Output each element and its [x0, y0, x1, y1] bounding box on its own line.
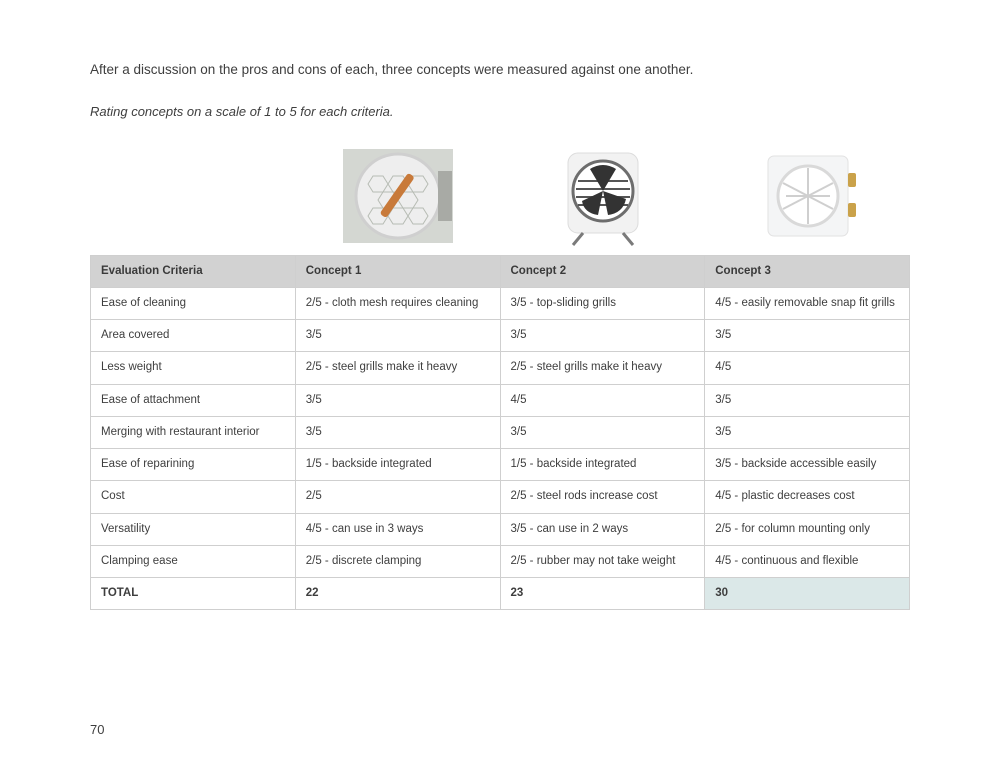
table-cell: 2/5 - steel grills make it heavy	[295, 352, 500, 384]
table-row: Less weight2/5 - steel grills make it he…	[91, 352, 910, 384]
table-cell: 2/5 - steel rods increase cost	[500, 481, 705, 513]
table-cell: Merging with restaurant interior	[91, 416, 296, 448]
table-cell: Clamping ease	[91, 545, 296, 577]
table-row: Area covered3/53/53/5	[91, 320, 910, 352]
table-row: Cost2/52/5 - steel rods increase cost4/5…	[91, 481, 910, 513]
total-value-cell: 22	[295, 578, 500, 610]
table-row: Versatility4/5 - can use in 3 ways3/5 - …	[91, 513, 910, 545]
table-cell: 4/5 - plastic decreases cost	[705, 481, 910, 513]
concept-image-row	[90, 131, 910, 251]
table-cell: 4/5	[500, 384, 705, 416]
col-header-concept-3: Concept 3	[705, 255, 910, 287]
table-total-row: TOTAL222330	[91, 578, 910, 610]
table-cell: Versatility	[91, 513, 296, 545]
table-cell: 3/5 - can use in 2 ways	[500, 513, 705, 545]
intro-text: After a discussion on the pros and cons …	[90, 60, 910, 80]
table-cell: 2/5 - cloth mesh requires cleaning	[295, 287, 500, 319]
table-cell: 3/5	[295, 416, 500, 448]
table-cell: 2/5 - for column mounting only	[705, 513, 910, 545]
total-value-cell: 30	[705, 578, 910, 610]
table-cell: 3/5	[295, 320, 500, 352]
page-number: 70	[90, 722, 104, 737]
table-cell: 4/5 - easily removable snap fit grills	[705, 287, 910, 319]
table-cell: 2/5 - discrete clamping	[295, 545, 500, 577]
total-label-cell: TOTAL	[91, 578, 296, 610]
concept-1-image	[295, 131, 500, 251]
table-cell: Ease of cleaning	[91, 287, 296, 319]
table-cell: 3/5	[500, 320, 705, 352]
table-cell: Ease of attachment	[91, 384, 296, 416]
table-cell: 3/5	[705, 416, 910, 448]
table-cell: 3/5	[705, 384, 910, 416]
col-header-concept-1: Concept 1	[295, 255, 500, 287]
evaluation-table: Evaluation Criteria Concept 1 Concept 2 …	[90, 255, 910, 611]
col-header-criteria: Evaluation Criteria	[91, 255, 296, 287]
table-cell: 3/5 - top-sliding grills	[500, 287, 705, 319]
table-cell: 3/5 - backside accessible easily	[705, 449, 910, 481]
snap-fit-fan-icon	[753, 141, 863, 251]
table-cell: 4/5 - continuous and flexible	[705, 545, 910, 577]
table-cell: 2/5 - rubber may not take weight	[500, 545, 705, 577]
table-cell: 3/5	[705, 320, 910, 352]
col-header-concept-2: Concept 2	[500, 255, 705, 287]
table-cell: Less weight	[91, 352, 296, 384]
table-cell: Ease of reparining	[91, 449, 296, 481]
hex-mesh-fan-icon	[343, 141, 453, 251]
total-value-cell: 23	[500, 578, 705, 610]
table-cell: 4/5 - can use in 3 ways	[295, 513, 500, 545]
table-cell: 1/5 - backside integrated	[500, 449, 705, 481]
table-row: Ease of attachment3/54/53/5	[91, 384, 910, 416]
steel-grill-fan-icon	[548, 141, 658, 251]
table-header-row: Evaluation Criteria Concept 1 Concept 2 …	[91, 255, 910, 287]
table-cell: Cost	[91, 481, 296, 513]
table-cell: 2/5	[295, 481, 500, 513]
table-cell: Area covered	[91, 320, 296, 352]
rating-scale-note: Rating concepts on a scale of 1 to 5 for…	[90, 104, 910, 119]
table-row: Ease of cleaning2/5 - cloth mesh require…	[91, 287, 910, 319]
concept-2-image	[500, 131, 705, 251]
table-cell: 1/5 - backside integrated	[295, 449, 500, 481]
table-cell: 3/5	[295, 384, 500, 416]
table-cell: 3/5	[500, 416, 705, 448]
table-row: Clamping ease2/5 - discrete clamping2/5 …	[91, 545, 910, 577]
concept-3-image	[705, 131, 910, 251]
table-row: Merging with restaurant interior3/53/53/…	[91, 416, 910, 448]
table-cell: 4/5	[705, 352, 910, 384]
table-row: Ease of reparining1/5 - backside integra…	[91, 449, 910, 481]
table-cell: 2/5 - steel grills make it heavy	[500, 352, 705, 384]
